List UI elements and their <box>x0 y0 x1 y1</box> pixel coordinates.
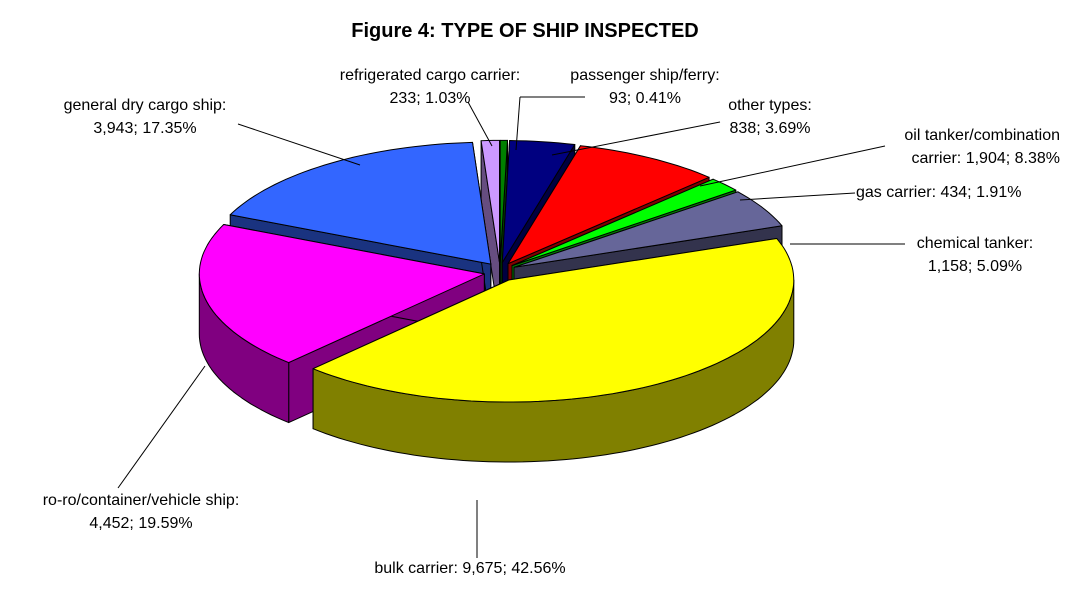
slice-label: gas carrier: 434; 1.91% <box>856 181 1066 204</box>
leader-line <box>467 101 493 147</box>
slice <box>480 139 500 263</box>
category-label: chemical tanker: <box>916 235 1034 252</box>
value-label: 9,675; 42.56% <box>462 560 566 577</box>
category-label: refrigerated cargo carrier: <box>339 67 521 84</box>
leader-line <box>515 96 521 151</box>
value-label: 4,452; 19.59% <box>89 515 193 532</box>
category-label: gas carrier: <box>856 184 937 201</box>
slice <box>312 238 795 403</box>
category-label: other types: <box>728 97 812 114</box>
leader-lines <box>117 96 905 558</box>
value-label: 434; 1.91% <box>940 184 1022 201</box>
value-label: 838; 3.69% <box>729 120 811 137</box>
category-label: general dry cargo ship: <box>63 97 227 114</box>
leader-line <box>237 123 361 166</box>
slice <box>499 139 508 263</box>
value-label: 1,904; 8.38% <box>965 150 1060 167</box>
slice-label: passenger ship/ferry: 93; 0.41% <box>540 64 750 110</box>
slice <box>501 140 576 263</box>
value-label: 1,158; 5.09% <box>927 258 1023 275</box>
slice <box>229 141 492 265</box>
leader-line <box>551 121 721 156</box>
slice-label: general dry cargo ship: 3,943; 17.35% <box>30 94 260 140</box>
slice <box>511 178 737 267</box>
value-label: 93; 0.41% <box>608 90 682 107</box>
leader-line <box>117 365 206 489</box>
value-label: 3,943; 17.35% <box>93 120 197 137</box>
value-label: 233; 1.03% <box>389 90 471 107</box>
leader-line <box>699 145 886 187</box>
category-label: ro-ro/container/vehicle ship: <box>42 492 240 509</box>
leader-line <box>739 192 856 201</box>
slice-label: refrigerated cargo carrier: 233; 1.03% <box>315 64 545 110</box>
slice <box>198 224 485 364</box>
slice-label: bulk carrier: 9,675; 42.56% <box>330 557 610 580</box>
category-label: bulk carrier: <box>374 560 458 577</box>
slice-label: ro-ro/container/vehicle ship: 4,452; 19.5… <box>0 489 282 535</box>
slice-label: other types: 838; 3.69% <box>690 94 850 140</box>
slice <box>507 145 710 265</box>
slice-label: chemical tanker: 1,158; 5.09% <box>895 232 1055 278</box>
chart-title: Figure 4: TYPE OF SHIP INSPECTED <box>351 20 699 42</box>
slice-label: oil tanker/combination carrier: 1,904; 8… <box>868 124 1060 170</box>
category-label: passenger ship/ferry: <box>570 67 720 84</box>
slice <box>513 191 783 268</box>
category-label: oil tanker/combination carrier: <box>904 127 1060 167</box>
